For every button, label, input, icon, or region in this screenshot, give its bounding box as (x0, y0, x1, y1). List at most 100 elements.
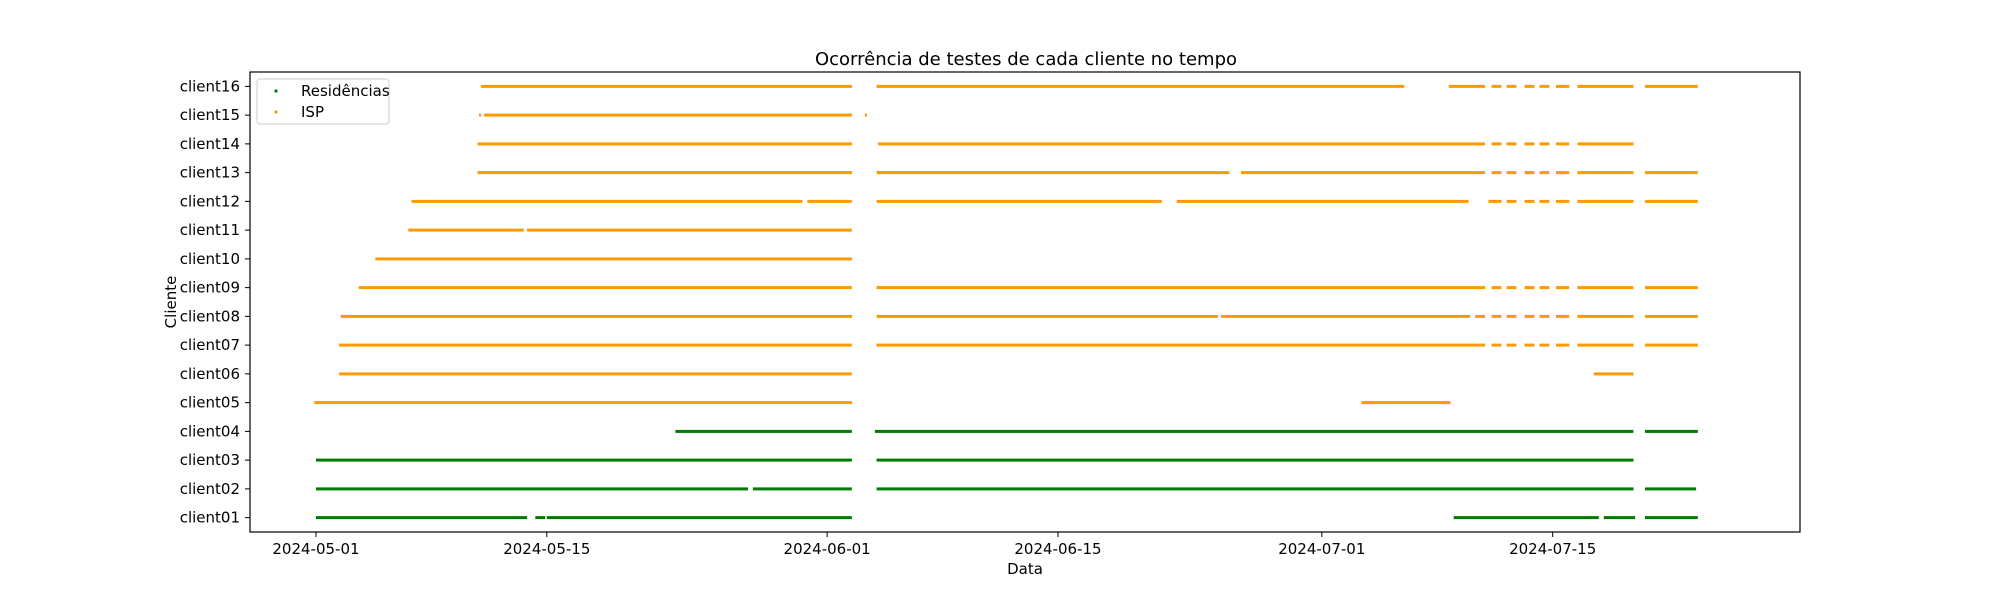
test-run-client16 (876, 84, 1405, 88)
test-run-client08 (1645, 314, 1698, 318)
test-run-client02 (316, 487, 748, 491)
test-run-client11 (527, 228, 852, 232)
test-run-client07 (876, 343, 1486, 347)
test-run-client16 (1506, 84, 1517, 88)
test-run-client07 (339, 343, 852, 347)
test-run-client12 (1556, 199, 1570, 203)
legend-label-isp: ISP (301, 103, 324, 121)
test-run-client16 (1556, 84, 1570, 88)
test-run-client05 (314, 401, 852, 405)
y-axis-title: Cliente (162, 276, 180, 329)
legend: Residências ISP (256, 78, 390, 125)
test-run-client07 (1577, 343, 1634, 347)
test-run-client08 (1539, 314, 1550, 318)
test-run-client09 (1524, 286, 1535, 290)
test-run-client09 (1577, 286, 1634, 290)
y-tick-label: client13 (180, 164, 240, 182)
test-run-client14 (477, 142, 852, 146)
test-run-client07 (1645, 343, 1698, 347)
y-tick-label: client14 (180, 135, 240, 153)
test-run-client14 (1539, 142, 1550, 146)
test-run-client09 (1506, 286, 1517, 290)
test-run-client01 (1645, 516, 1698, 520)
test-run-client04 (874, 429, 1634, 433)
test-run-client09 (1491, 286, 1502, 290)
test-run-client13 (1577, 171, 1634, 175)
x-tick-label: 2024-07-01 (1278, 540, 1365, 558)
y-tick-label: client04 (180, 422, 240, 440)
test-run-client02 (1645, 487, 1697, 491)
test-run-client13 (1491, 171, 1502, 175)
x-tick-label: 2024-05-01 (272, 540, 359, 558)
test-run-client07 (1506, 343, 1517, 347)
test-run-client12 (876, 199, 1162, 203)
test-run-client07 (1491, 343, 1502, 347)
test-run-client12 (807, 199, 852, 203)
test-run-client16 (1491, 84, 1502, 88)
y-tick-label: client06 (180, 365, 240, 383)
test-run-client16 (1645, 84, 1698, 88)
test-run-client07 (1539, 343, 1550, 347)
legend-label-residencias: Residências (301, 82, 390, 100)
x-tick-label: 2024-06-01 (784, 540, 871, 558)
x-tick-label: 2024-06-15 (1014, 540, 1101, 558)
test-run-client15 (864, 113, 867, 117)
test-run-client09 (1539, 286, 1550, 290)
test-run-client08 (876, 314, 1218, 318)
test-run-client08 (1524, 314, 1535, 318)
test-run-client15 (484, 113, 852, 117)
test-run-client14 (878, 142, 1485, 146)
test-run-client08 (1506, 314, 1517, 318)
test-run-client06 (339, 372, 852, 376)
test-run-client02 (752, 487, 852, 491)
test-run-client04 (675, 429, 852, 433)
x-tick-label: 2024-05-15 (503, 540, 590, 558)
legend-box (256, 78, 390, 125)
y-tick-label: client09 (180, 279, 240, 297)
test-run-client12 (1539, 199, 1550, 203)
series-isp (314, 84, 1698, 405)
test-run-client16 (1577, 84, 1634, 88)
plot-area: client01 client02 client03 client04 client05… (180, 71, 1801, 558)
test-run-client10 (375, 257, 852, 261)
test-run-client16 (1524, 84, 1535, 88)
test-run-client12 (411, 199, 803, 203)
test-run-client16 (480, 84, 852, 88)
y-tick-label: client03 (180, 451, 240, 469)
y-tick-label: client08 (180, 307, 240, 325)
test-run-client15 (479, 113, 481, 117)
test-run-client08 (1556, 314, 1570, 318)
y-tick-label: client10 (180, 250, 240, 268)
test-run-client03 (876, 458, 1634, 462)
test-run-client13 (1645, 171, 1698, 175)
legend-marker-isp (274, 110, 278, 114)
x-tick-label: 2024-07-15 (1509, 540, 1596, 558)
test-run-client02 (876, 487, 1634, 491)
test-run-client13 (477, 171, 852, 175)
test-run-client13 (1506, 171, 1517, 175)
test-run-client01 (1453, 516, 1599, 520)
test-run-client09 (1645, 286, 1698, 290)
y-axis: client01 client02 client03 client04 client05… (180, 77, 250, 527)
y-tick-label: client12 (180, 192, 240, 210)
test-run-client07 (1524, 343, 1535, 347)
marks (314, 84, 1698, 520)
test-run-client13 (1524, 171, 1535, 175)
test-run-client13 (1539, 171, 1550, 175)
test-run-client08 (1475, 314, 1486, 318)
test-run-client01 (316, 516, 528, 520)
test-run-client14 (1556, 142, 1570, 146)
test-run-client13 (1241, 171, 1485, 175)
test-run-client06 (1593, 372, 1634, 376)
test-run-client11 (408, 228, 524, 232)
test-run-client09 (876, 286, 1486, 290)
test-run-client04 (1645, 429, 1698, 433)
test-run-client13 (876, 171, 1230, 175)
test-run-client13 (1556, 171, 1570, 175)
test-run-client09 (358, 286, 852, 290)
x-axis: 2024-05-01 2024-05-15 2024-06-01 2024-06-15… (272, 532, 1596, 558)
test-run-client08 (1577, 314, 1634, 318)
test-run-client08 (1221, 314, 1471, 318)
x-axis-title: Data (1007, 560, 1043, 578)
